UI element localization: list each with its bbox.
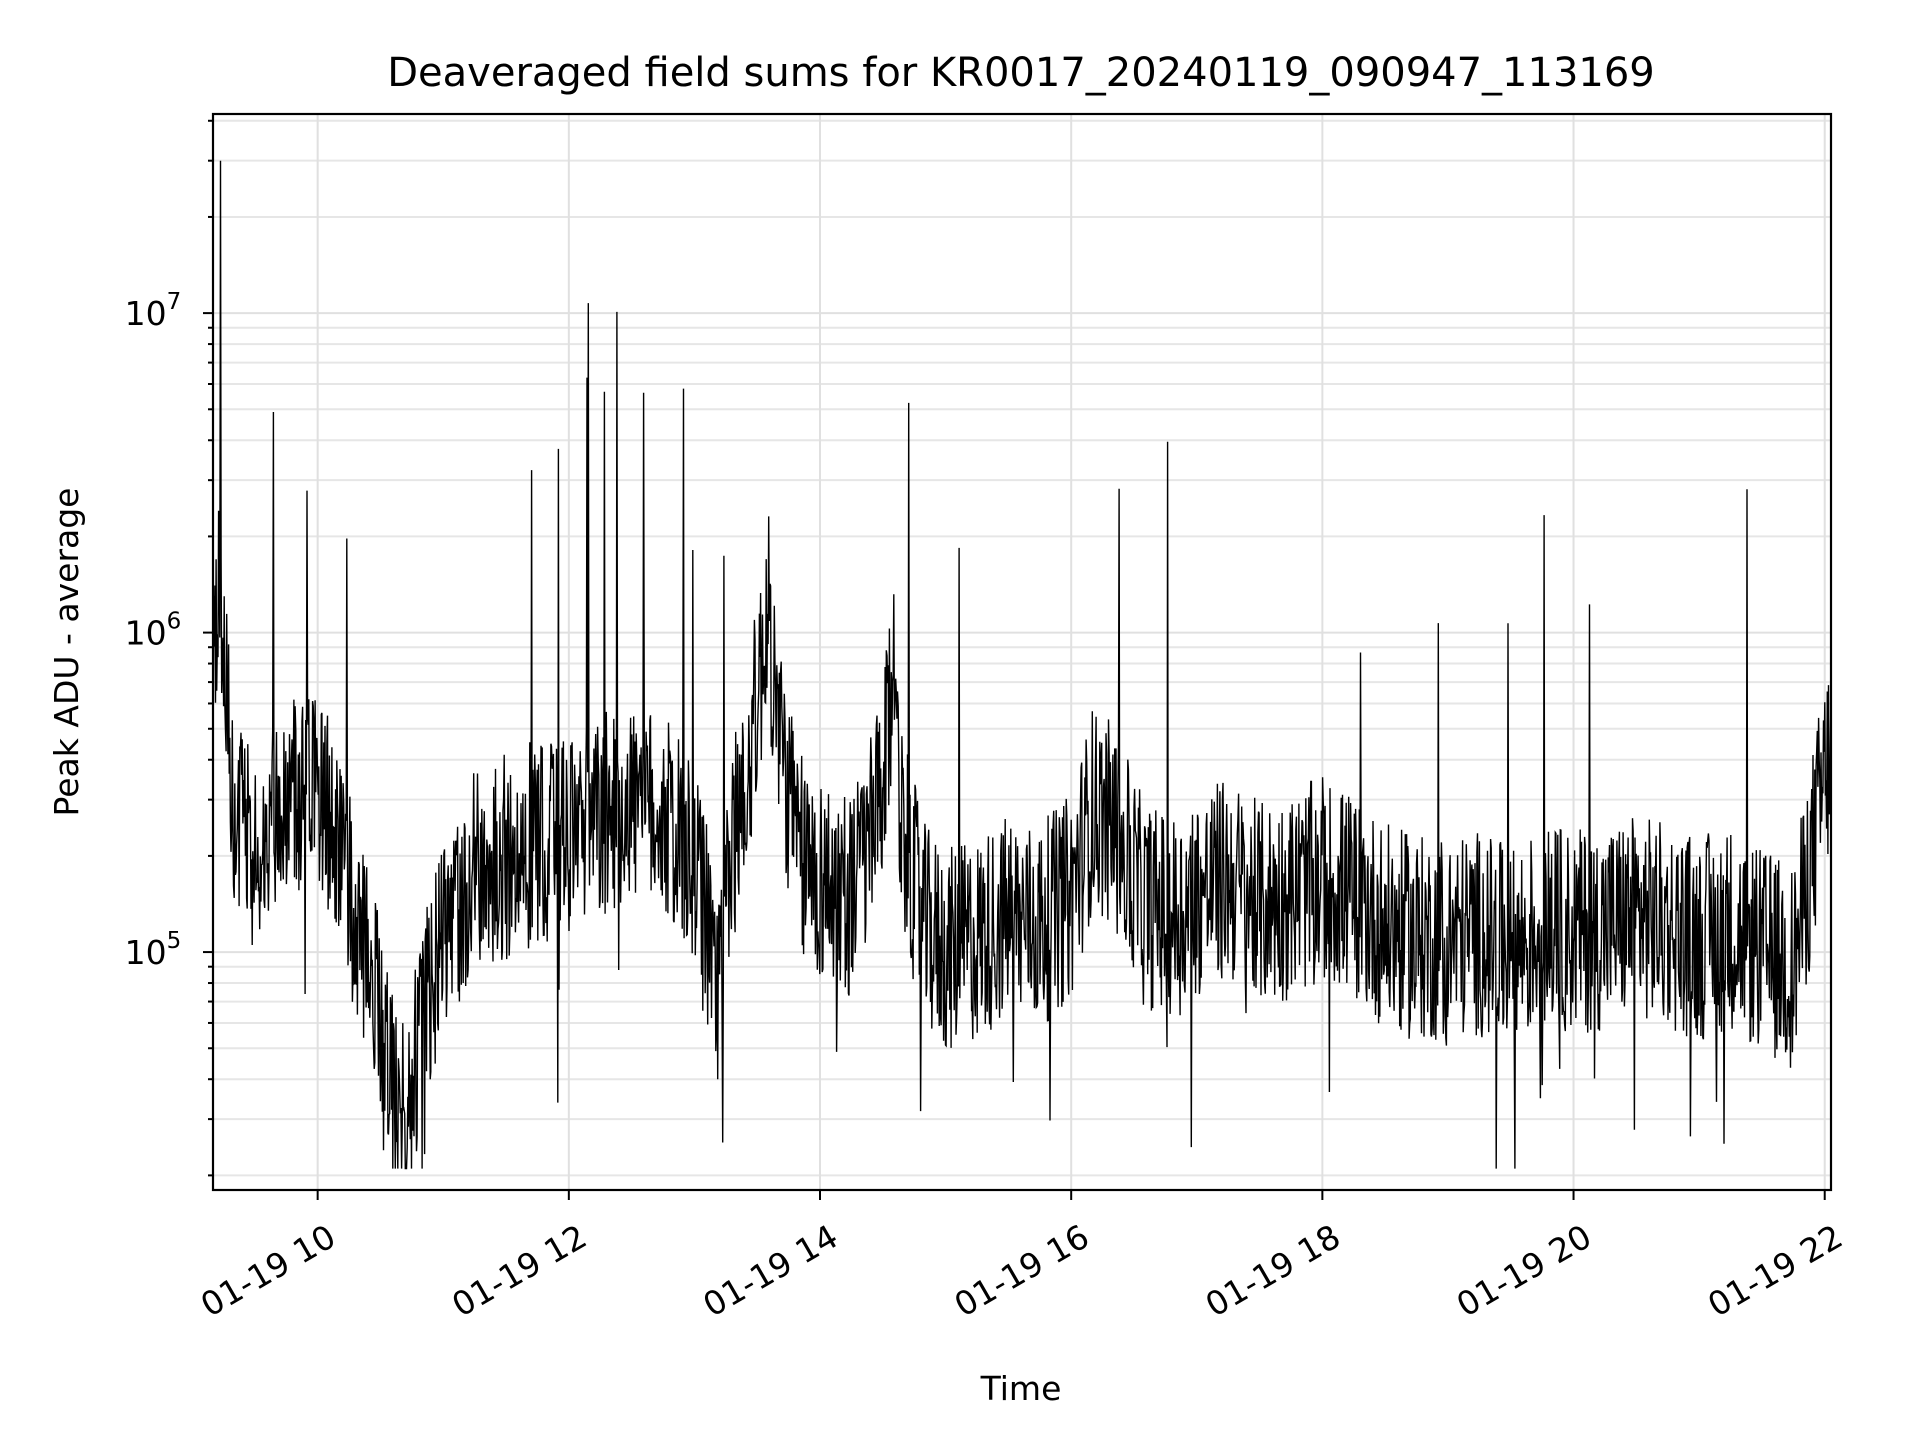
series-layer xyxy=(212,160,1832,1170)
y-tick-label: 105 xyxy=(125,928,182,972)
x-tick-label: 01-19 14 xyxy=(696,1217,844,1325)
x-tick-label: 01-19 20 xyxy=(1450,1217,1598,1325)
grid xyxy=(213,114,1831,1190)
y-tick-label: 106 xyxy=(125,609,182,653)
x-tick-label: 01-19 16 xyxy=(948,1217,1096,1325)
x-axis: 01-19 10 01-19 12 01-19 14 01-19 16 01-19 18… xyxy=(194,1190,1849,1325)
y-axis: 105 106 107 xyxy=(125,119,213,1177)
x-tick-label: 01-19 22 xyxy=(1701,1217,1849,1325)
x-axis-label: Time xyxy=(980,1369,1062,1408)
chart-title: Deaveraged field sums for KR0017_2024011… xyxy=(387,50,1655,96)
y-tick-label: 107 xyxy=(125,289,182,333)
x-tick-label: 01-19 12 xyxy=(445,1217,593,1325)
x-tick-label: 01-19 18 xyxy=(1199,1217,1347,1325)
y-axis-label: Peak ADU - average xyxy=(47,488,86,817)
plot-frame xyxy=(211,112,1833,1192)
series-line xyxy=(212,160,1832,1170)
x-tick-label: 01-19 10 xyxy=(194,1217,342,1325)
